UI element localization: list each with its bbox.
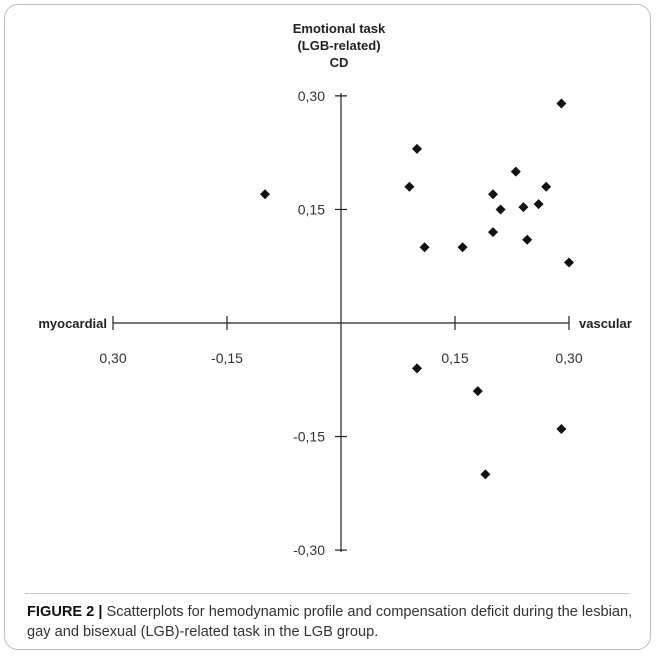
y-axis-title-line-2: (LGB-related) bbox=[297, 38, 380, 53]
y-tick-label: 0,30 bbox=[298, 88, 325, 104]
data-point bbox=[412, 143, 422, 154]
data-point bbox=[419, 242, 430, 253]
data-point bbox=[457, 242, 468, 253]
data-point bbox=[260, 189, 270, 200]
y-axis-title-line-3: CD bbox=[330, 55, 349, 70]
data-point bbox=[488, 227, 498, 238]
figure-frame: Emotional task (LGB-related) CD myocardi… bbox=[4, 4, 651, 650]
y-axis-title-line-1: Emotional task bbox=[293, 21, 386, 36]
y-tick-label: 0,15 bbox=[298, 201, 325, 217]
data-point bbox=[412, 363, 422, 374]
caption-divider bbox=[25, 593, 630, 594]
data-point bbox=[564, 257, 574, 268]
data-point bbox=[480, 469, 491, 480]
x-tick-label: 0,15 bbox=[441, 350, 468, 366]
x-tick-label: -0,15 bbox=[211, 350, 243, 366]
data-point bbox=[556, 98, 567, 109]
data-point bbox=[541, 181, 552, 192]
scatter-chart: Emotional task (LGB-related) CD myocardi… bbox=[38, 21, 632, 558]
data-point bbox=[404, 181, 415, 192]
data-point bbox=[533, 199, 544, 210]
figure-caption: FIGURE 2 | Scatterplots for hemodynamic … bbox=[27, 602, 647, 642]
data-point bbox=[495, 204, 506, 215]
x-tick-label: 0,30 bbox=[555, 350, 582, 366]
y-tick-label: -0,30 bbox=[293, 542, 325, 558]
y-tick-label: -0,15 bbox=[293, 429, 325, 445]
x-axis-right-label: vascular bbox=[579, 316, 632, 331]
x-axis-left-label: myocardial bbox=[38, 316, 107, 331]
data-point bbox=[556, 423, 567, 434]
data-point bbox=[472, 386, 483, 397]
figure-label: FIGURE 2 | bbox=[27, 604, 103, 620]
data-point bbox=[518, 202, 529, 213]
x-tick-label: 0,30 bbox=[99, 350, 126, 366]
data-point bbox=[522, 234, 533, 245]
data-point bbox=[510, 166, 521, 177]
data-point bbox=[488, 189, 498, 200]
figure-caption-text: Scatterplots for hemodynamic profile and… bbox=[27, 604, 633, 640]
